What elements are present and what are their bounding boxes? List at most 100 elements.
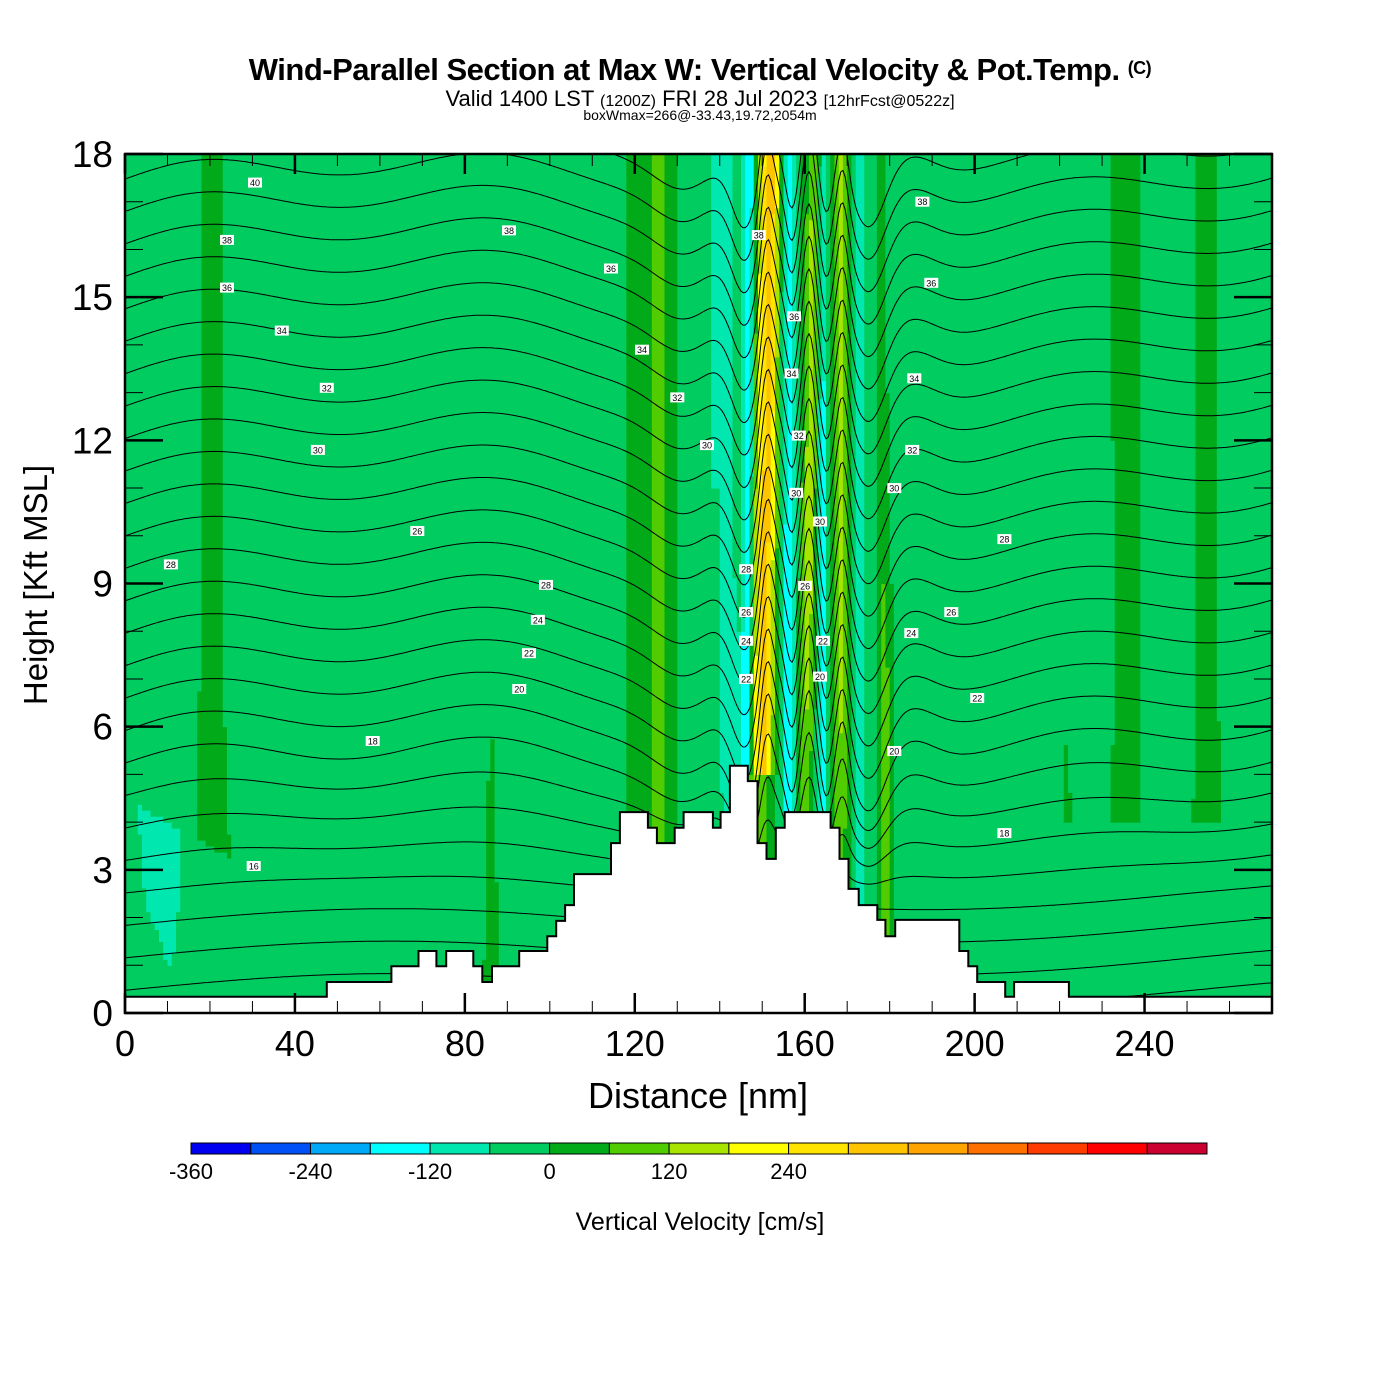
velocity-cell xyxy=(817,398,823,1013)
velocity-cell xyxy=(673,154,678,1013)
velocity-cell xyxy=(252,154,258,1013)
velocity-cell xyxy=(634,154,640,1013)
velocity-cell xyxy=(605,154,610,1013)
velocity-cell xyxy=(294,154,300,1013)
velocity-cell xyxy=(222,726,228,853)
velocity-cell xyxy=(707,154,712,1013)
velocity-cell xyxy=(227,857,232,1013)
isentrope-line xyxy=(125,559,1272,683)
velocity-cell xyxy=(885,667,891,1013)
contour-label: 30 xyxy=(813,516,827,527)
velocity-cell xyxy=(1242,154,1248,1013)
contour-label-text: 32 xyxy=(907,445,917,455)
velocity-cell xyxy=(528,154,534,1013)
velocity-cell xyxy=(490,738,496,1013)
velocity-cell xyxy=(384,154,389,1013)
velocity-cell xyxy=(923,154,929,1013)
velocity-cell xyxy=(1063,154,1069,746)
velocity-cell xyxy=(1119,154,1124,823)
velocity-cell xyxy=(881,583,886,1013)
velocity-cell xyxy=(1038,154,1044,1013)
velocity-cell xyxy=(1233,154,1239,1013)
velocity-cell xyxy=(1055,154,1061,1013)
velocity-cell xyxy=(1204,154,1209,823)
contour-label-bg xyxy=(791,430,806,441)
x-axis-label: Distance [nm] xyxy=(588,1075,808,1116)
contour-label: 16 xyxy=(246,861,261,872)
velocity-cell xyxy=(129,154,134,1013)
terrain-fill xyxy=(125,765,1272,1013)
colorbar-swatch xyxy=(369,1142,431,1155)
contour-label-text: 40 xyxy=(250,178,260,188)
velocity-cell xyxy=(265,154,270,1013)
velocity-cell xyxy=(1017,154,1022,1013)
velocity-cell xyxy=(787,154,793,1013)
velocity-cell xyxy=(1051,154,1056,1013)
velocity-cell xyxy=(133,154,139,1013)
contour-label-text: 26 xyxy=(412,527,422,537)
velocity-cell xyxy=(1157,154,1163,1013)
isentrope-line xyxy=(125,657,1272,781)
velocity-cell xyxy=(1250,154,1256,1013)
contour-label-text: 32 xyxy=(322,383,332,393)
velocity-cell xyxy=(932,154,937,1013)
contour-label: 38 xyxy=(220,234,234,245)
colorbar-swatch xyxy=(608,1142,670,1155)
velocity-cell xyxy=(205,846,211,1013)
isentrope-line xyxy=(125,494,1272,618)
contour-label-text: 22 xyxy=(741,674,751,684)
contour-label-bg xyxy=(887,746,902,756)
velocity-cell xyxy=(1131,154,1137,823)
contour-label: 30 xyxy=(789,487,804,498)
contour-label: 34 xyxy=(274,325,289,336)
velocity-cell xyxy=(775,356,780,549)
velocity-cell xyxy=(762,154,767,167)
velocity-cell xyxy=(1174,154,1180,1013)
colorbar-swatch xyxy=(728,1142,790,1155)
velocity-cell xyxy=(1025,154,1031,1013)
velocity-cell xyxy=(159,941,164,1013)
isentrope-line xyxy=(125,462,1272,586)
contour-label-text: 36 xyxy=(222,283,232,293)
velocity-cell xyxy=(685,154,691,1013)
velocity-cell xyxy=(753,655,759,775)
velocity-cell xyxy=(834,154,840,829)
velocity-cell xyxy=(592,154,598,1013)
velocity-cell xyxy=(813,154,818,489)
velocity-cell xyxy=(227,834,232,859)
velocity-cell xyxy=(163,154,168,823)
contour-label-text: 36 xyxy=(606,264,616,274)
velocity-cell xyxy=(983,154,988,1013)
contour-label: 22 xyxy=(522,648,536,659)
contour-label-text: 38 xyxy=(754,231,764,241)
velocity-cell xyxy=(452,154,457,1013)
velocity-cell xyxy=(758,273,763,501)
velocity-cell xyxy=(949,154,954,1013)
contour-label: 40 xyxy=(248,177,262,188)
contour-label-text: 36 xyxy=(926,278,936,288)
velocity-cell xyxy=(1097,154,1103,1013)
velocity-cell xyxy=(800,154,806,483)
velocity-cell xyxy=(579,154,585,1013)
isentrope-line xyxy=(125,300,1272,424)
contour-label-bg xyxy=(635,344,649,355)
velocity-cell xyxy=(1110,822,1116,1013)
isentrope-line xyxy=(125,332,1272,456)
velocity-cell xyxy=(906,154,912,1013)
contour-label-bg xyxy=(530,614,545,625)
contour-label: 30 xyxy=(887,483,902,494)
velocity-cell xyxy=(1229,154,1235,1013)
velocity-cell xyxy=(443,154,449,1013)
velocity-cell xyxy=(520,154,525,1013)
velocity-cell xyxy=(290,154,296,1013)
velocity-cell xyxy=(953,154,959,1013)
velocity-cell xyxy=(758,154,763,274)
contour-label: 36 xyxy=(604,263,618,274)
velocity-cell xyxy=(1161,154,1167,1013)
velocity-cell xyxy=(171,953,177,1013)
contour-label-text: 30 xyxy=(791,488,801,498)
velocity-cell xyxy=(966,154,971,1013)
velocity-cell xyxy=(150,154,156,817)
contour-label-text: 20 xyxy=(815,672,825,682)
